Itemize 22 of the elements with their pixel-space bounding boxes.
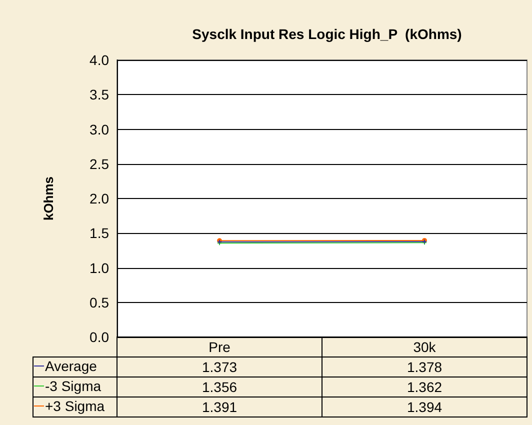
data-label: 1.391 <box>202 399 238 415</box>
y-tick-label: 2.5 <box>90 156 110 172</box>
legend-label: Average <box>45 358 98 374</box>
y-tick-label: 4.0 <box>90 52 110 68</box>
data-label: 1.378 <box>406 359 442 375</box>
y-axis-title: kOhms <box>41 176 56 221</box>
data-label: 1.356 <box>202 379 238 395</box>
x-tick-label: 30k <box>413 339 437 355</box>
legend-label: +3 Sigma <box>45 398 105 414</box>
data-label: 1.373 <box>202 359 238 375</box>
y-tick-label: 3.0 <box>90 121 110 138</box>
legend-label: -3 Sigma <box>45 378 102 394</box>
data-label: 1.362 <box>406 379 442 395</box>
y-tick-label: 0.5 <box>90 294 110 310</box>
y-tick-label: 2.0 <box>90 190 110 206</box>
y-tick-label: 1.5 <box>90 225 110 242</box>
x-tick-label: Pre <box>208 339 231 355</box>
y-tick-label: 3.5 <box>90 86 110 103</box>
y-tick-label: 0.0 <box>90 329 110 345</box>
data-label: 1.394 <box>406 399 442 415</box>
chart-title: Sysclk Input Res Logic High_P (kOhms) <box>192 26 462 42</box>
y-tick-label: 1.0 <box>90 260 110 276</box>
